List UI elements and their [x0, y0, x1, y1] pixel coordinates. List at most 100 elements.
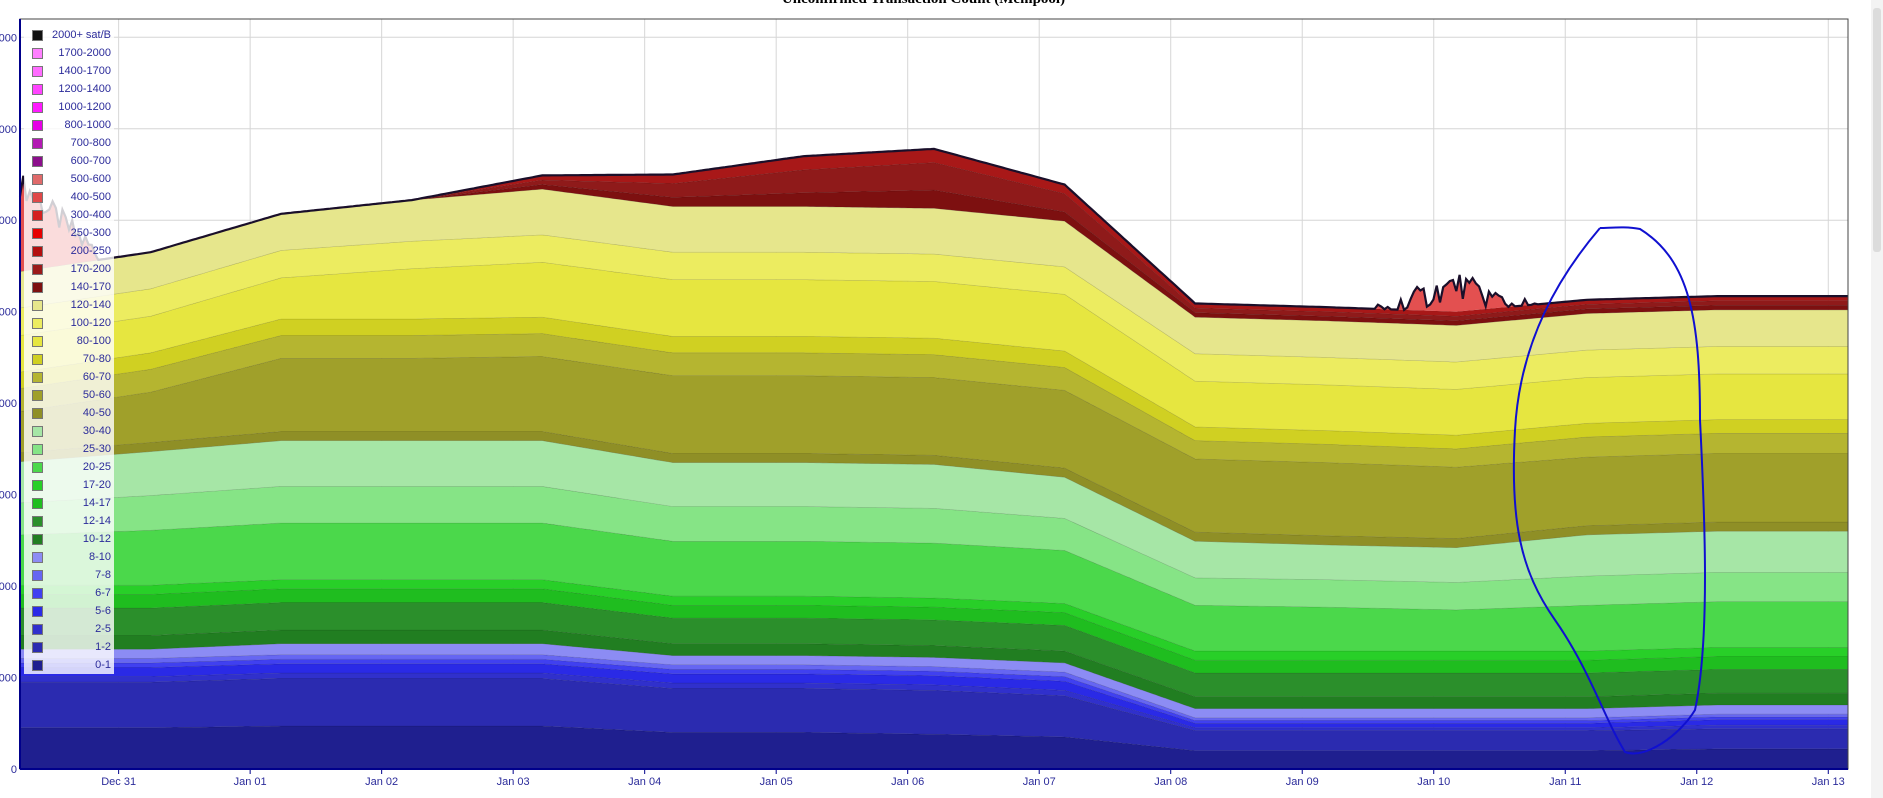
legend-label: 800-1000: [64, 119, 112, 131]
y-tick-label: 0: [11, 764, 17, 776]
legend-item[interactable]: 1400-1700: [30, 64, 114, 80]
legend-label: 20-25: [82, 461, 111, 473]
x-tick-label: Jan 08: [1154, 776, 1187, 788]
legend-label: 25-30: [82, 443, 111, 455]
legend-item[interactable]: 140-170: [30, 280, 114, 296]
legend-item[interactable]: 20-25: [30, 460, 114, 476]
legend-label: 140-170: [70, 281, 111, 293]
legend-item[interactable]: 12-14: [30, 514, 114, 530]
total-outline: [18, 147, 1848, 312]
legend-label: 1-2: [95, 641, 111, 653]
legend-item[interactable]: 8-10: [30, 550, 114, 566]
legend-item[interactable]: 50-60: [30, 388, 114, 404]
legend-item[interactable]: 600-700: [30, 154, 114, 170]
legend-item[interactable]: 0-1: [30, 658, 114, 674]
y-tick-label: 000: [0, 307, 17, 319]
legend-label: 170-200: [70, 263, 111, 275]
legend-swatch: [32, 516, 43, 527]
legend-item[interactable]: 17-20: [30, 478, 114, 494]
legend-swatch: [32, 552, 43, 563]
legend-item[interactable]: 1000-1200: [30, 100, 114, 116]
legend-swatch: [32, 624, 43, 635]
legend-label: 70-80: [82, 353, 111, 365]
x-tick-label: Jan 03: [497, 776, 530, 788]
legend-item[interactable]: 100-120: [30, 316, 114, 332]
legend-item[interactable]: 1200-1400: [30, 82, 114, 98]
legend-swatch: [32, 354, 43, 365]
legend-swatch: [32, 480, 43, 491]
legend-swatch: [32, 642, 43, 653]
legend-label: 1200-1400: [58, 83, 111, 95]
legend-label: 17-20: [82, 479, 111, 491]
legend-item[interactable]: 30-40: [30, 424, 114, 440]
x-tick-label: Jan 07: [1023, 776, 1056, 788]
y-tick-label: 000: [0, 398, 17, 410]
legend-item[interactable]: 400-500: [30, 190, 114, 206]
legend-item[interactable]: 200-250: [30, 244, 114, 260]
y-tick-label: 000: [0, 32, 17, 44]
legend-item[interactable]: 1700-2000: [30, 46, 114, 62]
legend-item[interactable]: 14-17: [30, 496, 114, 512]
legend-swatch: [32, 228, 43, 239]
x-tick-label: Jan 01: [234, 776, 267, 788]
legend-label: 1700-2000: [58, 47, 111, 59]
x-tick-label: Jan 02: [365, 776, 398, 788]
chart-title: Unconfirmed Transaction Count (Mempool): [0, 0, 1847, 8]
legend-swatch: [32, 408, 43, 419]
vertical-scrollbar[interactable]: [1871, 0, 1883, 798]
legend-item[interactable]: 250-300: [30, 226, 114, 242]
legend-swatch: [32, 462, 43, 473]
legend-label: 2-5: [95, 623, 111, 635]
legend-swatch: [32, 660, 43, 671]
legend-item[interactable]: 70-80: [30, 352, 114, 368]
legend-swatch: [32, 120, 43, 131]
legend-item[interactable]: 6-7: [30, 586, 114, 602]
y-tick-label: 000: [0, 673, 17, 685]
legend-item[interactable]: 10-12: [30, 532, 114, 548]
legend-label: 50-60: [82, 389, 111, 401]
legend-item[interactable]: 120-140: [30, 298, 114, 314]
scrollbar-thumb[interactable]: [1873, 8, 1881, 252]
y-tick-label: 000: [0, 124, 17, 136]
legend-item[interactable]: 300-400: [30, 208, 114, 224]
total-count-line: [18, 147, 1848, 312]
legend-label: 2000+ sat/B: [51, 29, 111, 41]
legend-item[interactable]: 40-50: [30, 406, 114, 422]
legend-label: 12-14: [82, 515, 111, 527]
legend-label: 1400-1700: [58, 65, 111, 77]
legend-swatch: [32, 318, 43, 329]
legend-label: 14-17: [82, 497, 111, 509]
legend-item[interactable]: 60-70: [30, 370, 114, 386]
legend-swatch: [32, 534, 43, 545]
legend-item[interactable]: 5-6: [30, 604, 114, 620]
legend-label: 120-140: [70, 299, 111, 311]
y-tick-label: 000: [0, 215, 17, 227]
legend-item[interactable]: 2-5: [30, 622, 114, 638]
legend-label: 1000-1200: [58, 101, 111, 113]
legend-swatch: [32, 390, 43, 401]
annotation-loop: [1512, 226, 1706, 755]
x-tick-label: Jan 05: [760, 776, 793, 788]
legend-item[interactable]: 2000+ sat/B: [30, 28, 114, 44]
legend-label: 40-50: [82, 407, 111, 419]
legend-label: 200-250: [70, 245, 111, 257]
legend-label: 7-8: [95, 569, 111, 581]
legend-item[interactable]: 800-1000: [30, 118, 114, 134]
legend-label: 80-100: [76, 335, 111, 347]
legend-item[interactable]: 25-30: [30, 442, 114, 458]
legend-item[interactable]: 1-2: [30, 640, 114, 656]
x-tick-label: Jan 11: [1549, 776, 1581, 788]
legend: 2000+ sat/B 1700-2000 1400-1700 1200-1400 10…: [24, 24, 114, 674]
legend-swatch: [32, 210, 43, 221]
legend-swatch: [32, 426, 43, 437]
legend-item[interactable]: 170-200: [30, 262, 114, 278]
legend-swatch: [32, 66, 43, 77]
legend-item[interactable]: 700-800: [30, 136, 114, 152]
legend-swatch: [32, 174, 43, 185]
legend-label: 30-40: [82, 425, 111, 437]
legend-swatch: [32, 444, 43, 455]
legend-item[interactable]: 7-8: [30, 568, 114, 584]
legend-swatch: [32, 336, 43, 347]
legend-item[interactable]: 500-600: [30, 172, 114, 188]
legend-item[interactable]: 80-100: [30, 334, 114, 350]
